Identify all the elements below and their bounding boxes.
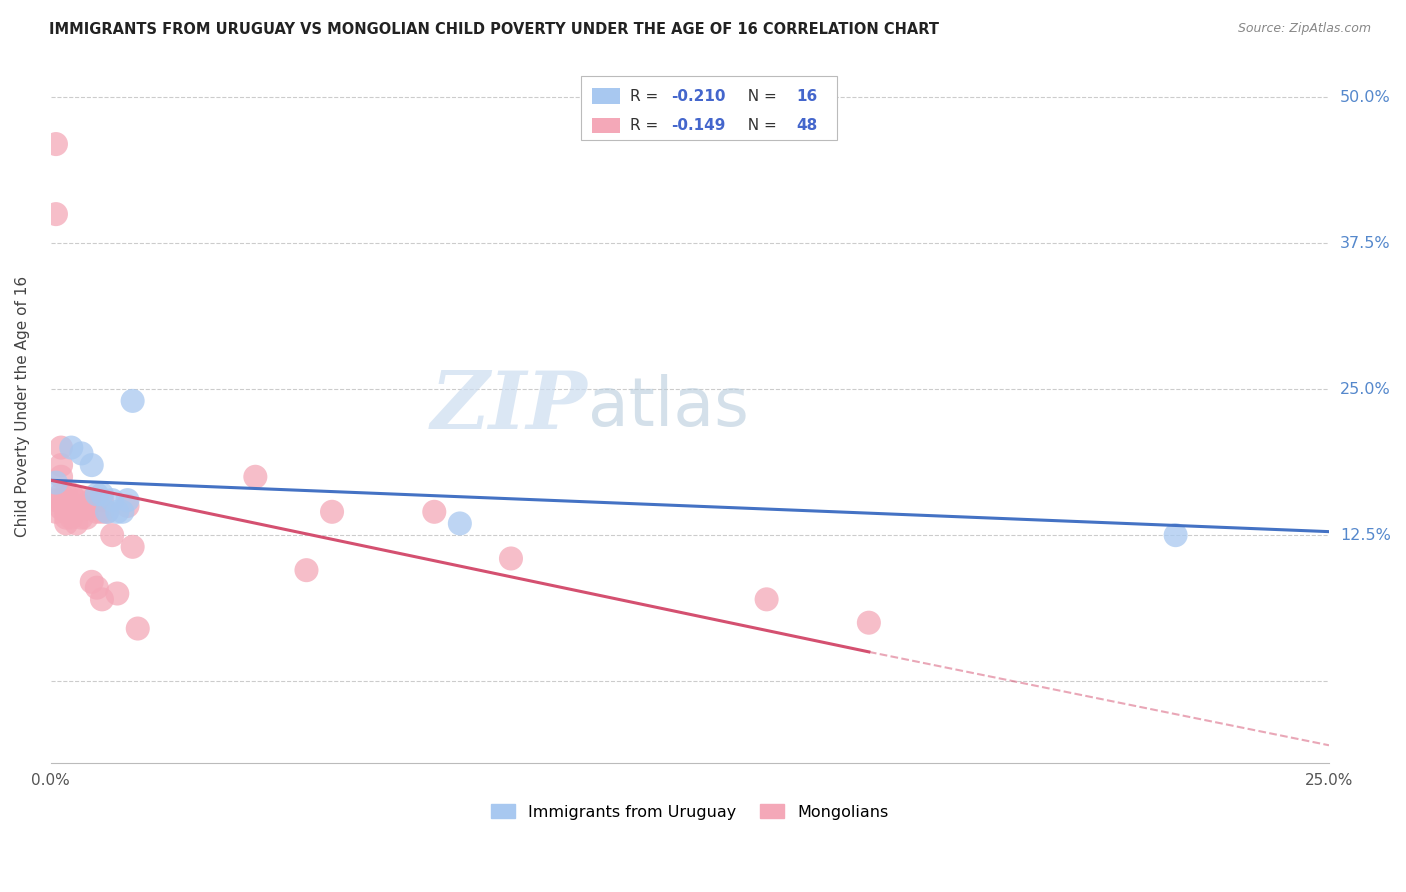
Point xyxy=(121,393,143,408)
Point xyxy=(45,137,67,152)
Point xyxy=(1164,528,1187,542)
Point xyxy=(86,581,108,595)
Point xyxy=(91,592,114,607)
Text: -0.149: -0.149 xyxy=(671,118,725,133)
Text: 37.5%: 37.5% xyxy=(1340,235,1391,251)
Point xyxy=(101,528,124,542)
Point xyxy=(49,458,72,472)
Point xyxy=(45,475,67,490)
Legend: Immigrants from Uruguay, Mongolians: Immigrants from Uruguay, Mongolians xyxy=(485,797,894,826)
Point xyxy=(49,493,72,508)
Point xyxy=(245,469,267,483)
Point xyxy=(76,510,98,524)
Text: R =: R = xyxy=(630,88,664,103)
Point xyxy=(127,622,149,636)
Point xyxy=(65,516,87,531)
FancyBboxPatch shape xyxy=(592,118,620,134)
Text: 25.0%: 25.0% xyxy=(1340,382,1391,397)
Point xyxy=(80,458,103,472)
Point xyxy=(449,516,471,531)
Text: 12.5%: 12.5% xyxy=(1340,528,1391,542)
Point xyxy=(49,487,72,501)
Point xyxy=(49,501,72,516)
Text: ZIP: ZIP xyxy=(430,368,588,445)
Point xyxy=(65,493,87,508)
Point xyxy=(111,505,134,519)
Point xyxy=(49,469,72,483)
Point xyxy=(60,510,83,524)
Point xyxy=(60,441,83,455)
Point xyxy=(91,493,114,508)
Point xyxy=(86,505,108,519)
Point xyxy=(117,493,139,508)
Text: Source: ZipAtlas.com: Source: ZipAtlas.com xyxy=(1237,22,1371,36)
Point xyxy=(96,505,118,519)
Point xyxy=(105,505,128,519)
Point xyxy=(55,510,77,524)
Text: IMMIGRANTS FROM URUGUAY VS MONGOLIAN CHILD POVERTY UNDER THE AGE OF 16 CORRELATI: IMMIGRANTS FROM URUGUAY VS MONGOLIAN CHI… xyxy=(49,22,939,37)
Point xyxy=(80,574,103,589)
Point xyxy=(86,487,108,501)
Text: N =: N = xyxy=(738,88,782,103)
Text: R =: R = xyxy=(630,118,664,133)
Point xyxy=(45,207,67,221)
Point xyxy=(55,487,77,501)
Point xyxy=(96,505,118,519)
Y-axis label: Child Poverty Under the Age of 16: Child Poverty Under the Age of 16 xyxy=(15,277,30,537)
Point xyxy=(91,505,114,519)
Point xyxy=(105,586,128,600)
Point xyxy=(60,499,83,513)
Text: 48: 48 xyxy=(796,118,817,133)
Text: atlas: atlas xyxy=(588,374,748,440)
Text: -0.210: -0.210 xyxy=(671,88,725,103)
Point xyxy=(55,499,77,513)
Point xyxy=(70,446,93,460)
Text: N =: N = xyxy=(738,118,782,133)
Text: 50.0%: 50.0% xyxy=(1340,90,1391,105)
Point xyxy=(858,615,880,630)
Point xyxy=(499,551,522,566)
Point xyxy=(91,487,114,501)
Point xyxy=(49,441,72,455)
Point xyxy=(45,505,67,519)
Point xyxy=(117,499,139,513)
Point xyxy=(755,592,778,607)
Point xyxy=(70,510,93,524)
Point xyxy=(423,505,446,519)
Point xyxy=(80,493,103,508)
Text: 16: 16 xyxy=(796,88,817,103)
Point xyxy=(295,563,318,577)
Point xyxy=(70,493,93,508)
Point xyxy=(121,540,143,554)
Point xyxy=(65,501,87,516)
Point xyxy=(321,505,343,519)
FancyBboxPatch shape xyxy=(581,76,837,140)
Point xyxy=(60,487,83,501)
Point xyxy=(76,501,98,516)
Point xyxy=(70,499,93,513)
Point xyxy=(55,505,77,519)
Point xyxy=(86,493,108,508)
FancyBboxPatch shape xyxy=(592,88,620,104)
Point xyxy=(45,493,67,508)
Point xyxy=(101,493,124,508)
Point xyxy=(55,516,77,531)
